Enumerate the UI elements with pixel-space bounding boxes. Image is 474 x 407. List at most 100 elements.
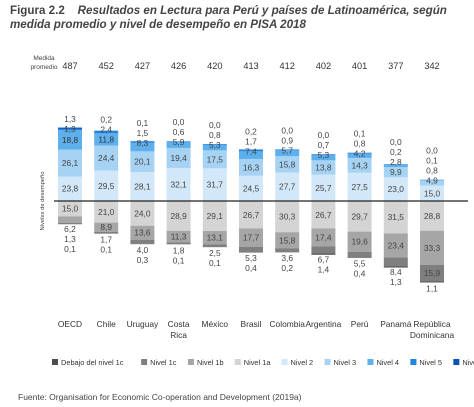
legend-swatch <box>453 359 460 365</box>
mean-value: 426 <box>171 61 186 71</box>
bar-segment-above <box>275 150 300 157</box>
legend-label: Debajo del nivel 1c <box>61 358 124 367</box>
data-label-below: 3,6 <box>281 253 293 263</box>
bar-segment-below <box>275 201 300 233</box>
y-axis-label: Niveles de desempeño <box>40 172 46 231</box>
data-label-above: 11,8 <box>98 134 114 144</box>
data-label-above: 2,4 <box>100 124 112 134</box>
category-label: Uruguay <box>127 319 159 329</box>
bar-segment-below <box>311 201 336 229</box>
bar-segment-below <box>311 246 336 254</box>
data-label-below: 1,4 <box>318 264 330 274</box>
data-label-above: 0,2 <box>390 147 402 157</box>
data-label-above: 13,8 <box>315 162 332 172</box>
bar-segment-above <box>130 142 155 152</box>
data-label-below: 5,5 <box>354 258 366 268</box>
bar-segment-above <box>311 174 336 201</box>
bar-segment-below <box>383 266 408 268</box>
data-label-above: 19,4 <box>170 153 187 163</box>
data-label-below: 23,4 <box>388 240 405 250</box>
bar-segment-above <box>202 150 227 169</box>
figure-title-line2: medida promedio y nivel de desempeño en … <box>10 18 306 31</box>
category-label: Chile <box>97 319 116 329</box>
bar-segment-above <box>311 160 336 175</box>
data-label-above: 18,8 <box>62 135 79 145</box>
data-label-below: 21,0 <box>98 207 115 217</box>
data-label-below: 0,1 <box>173 255 185 265</box>
legend-swatch <box>187 359 194 365</box>
data-label-below: 5,3 <box>245 253 257 263</box>
data-label-above: 5,3 <box>318 150 330 160</box>
data-label-above: 0,0 <box>281 125 293 135</box>
data-label-below: 1,8 <box>173 245 185 255</box>
bar-segment-above <box>166 147 191 168</box>
bar-segment-above <box>383 177 408 201</box>
data-label-above: 0,7 <box>318 140 330 150</box>
legend-swatch <box>367 359 374 365</box>
legend-label: Nivel 3 <box>334 358 357 367</box>
mean-header-line1: Medida <box>33 55 55 62</box>
data-label-below: 33,3 <box>424 243 441 253</box>
data-label-above: 16,3 <box>243 162 260 172</box>
data-label-below: 1,3 <box>390 277 402 287</box>
data-label-above: 5,9 <box>173 137 185 147</box>
figure-title-line1: Resultados en Lectura para Perú y países… <box>77 4 447 17</box>
data-label-below: 11,3 <box>171 232 187 242</box>
bar-segment-below <box>383 257 408 267</box>
bar-segment-below <box>239 228 263 247</box>
category-label: Brasil <box>241 319 262 329</box>
bar-segment-below <box>94 222 119 232</box>
data-label-above: 29,5 <box>98 181 115 191</box>
data-label-below: 19,6 <box>351 237 368 247</box>
bar-segment-above <box>166 141 191 142</box>
data-label-above: 4,2 <box>354 149 366 159</box>
bar-segment-above <box>166 167 191 201</box>
bar-segment-above <box>58 127 82 129</box>
bar-segment-above <box>275 172 300 201</box>
bar-segment-above <box>58 149 82 177</box>
data-label-below: 1,7 <box>100 235 112 245</box>
bar-segment-above <box>239 175 263 201</box>
data-label-above: 4,9 <box>426 176 438 186</box>
data-label-below: 0,1 <box>100 245 112 255</box>
bar-segment-above <box>94 133 119 146</box>
data-label-below: 29,1 <box>207 211 224 221</box>
data-label-above: 14,3 <box>351 160 368 170</box>
bar-segment-above <box>311 154 336 155</box>
data-label-below: 4,0 <box>137 245 149 255</box>
bar-segment-above <box>275 156 300 173</box>
data-label-above: 7,4 <box>245 146 257 156</box>
bar-segment-below <box>130 201 155 226</box>
reading-levels-chart: Medida promedio Niveles de desempeño 487 23,… <box>30 55 474 367</box>
source-note: Fuente: Organisation for Economic Co-ope… <box>18 392 302 402</box>
bar-segment-below <box>58 216 82 223</box>
mean-value: 412 <box>280 61 295 71</box>
data-label-above: 1,3 <box>64 114 76 124</box>
data-label-above: 9,9 <box>390 167 402 177</box>
category-label: Costa <box>168 319 190 329</box>
category-label: Dominicana <box>410 330 455 340</box>
data-label-above: 31,7 <box>207 180 224 190</box>
data-label-below: 29,7 <box>351 211 368 221</box>
bar-segment-above <box>347 152 372 154</box>
legend-swatch <box>52 359 58 365</box>
bar-segment-below <box>347 251 372 258</box>
data-label-below: 0,4 <box>354 268 366 278</box>
data-label-below: 15,8 <box>279 235 296 245</box>
legend-label: Nivel 1b <box>197 358 224 367</box>
data-label-above: 25,7 <box>315 183 332 193</box>
bar-segment-below <box>420 281 444 283</box>
data-label-above: 0,8 <box>354 139 366 149</box>
data-label-above: 0,8 <box>209 130 221 140</box>
mean-value: 413 <box>243 61 258 71</box>
data-label-below: 1,1 <box>426 283 438 293</box>
data-label-below: 31,5 <box>388 212 405 222</box>
data-label-above: 28,1 <box>134 182 151 192</box>
data-label-above: 17,5 <box>207 154 224 164</box>
data-label-above: 2,8 <box>390 157 402 167</box>
legend-label: Nivel 5 <box>419 358 442 367</box>
bar-segment-above <box>94 130 119 134</box>
bar-segment-above <box>94 145 119 171</box>
category-label: Perú <box>351 319 369 329</box>
data-label-above: 0,0 <box>426 146 438 156</box>
